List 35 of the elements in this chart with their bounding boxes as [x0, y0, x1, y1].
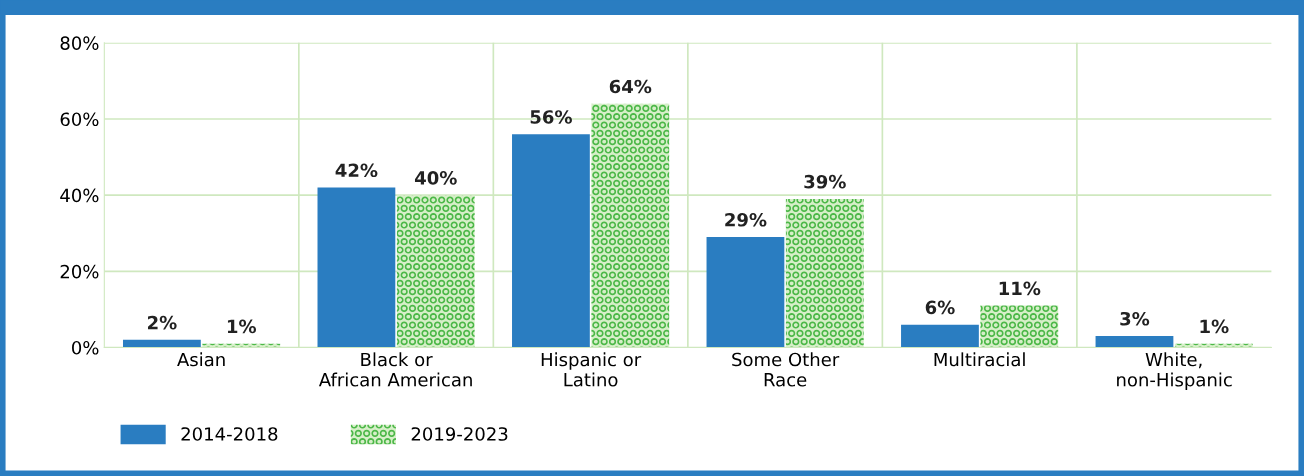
bar	[706, 237, 785, 348]
bar	[396, 195, 475, 348]
legend-label: 2019-2023	[411, 427, 508, 441]
bar	[512, 134, 590, 348]
x-tick-label: White, non-Hispanic	[1117, 352, 1232, 391]
bar	[317, 187, 396, 348]
data-label: 6%	[925, 300, 955, 315]
data-label: 2%	[148, 315, 177, 330]
data-label: 39%	[804, 174, 846, 189]
x-tick-label: Multiracial	[934, 352, 1025, 367]
bar	[122, 339, 201, 348]
y-tick-label: 40%	[60, 188, 99, 203]
data-label: 64%	[609, 79, 652, 94]
y-tick-label: 60%	[60, 112, 99, 127]
y-tick-label: 80%	[60, 36, 99, 50]
data-label: 1%	[227, 319, 257, 334]
y-tick-label: 20%	[60, 264, 99, 279]
x-tick-label: Asian	[177, 352, 225, 367]
bar	[1095, 336, 1174, 348]
x-tick-label: Some Other Race	[732, 352, 840, 387]
data-label: 11%	[999, 281, 1041, 296]
bar	[591, 103, 670, 348]
bar	[901, 324, 979, 348]
data-label: 29%	[725, 212, 767, 227]
data-label: 56%	[530, 110, 572, 124]
bar	[980, 305, 1059, 348]
data-label: 40%	[414, 171, 457, 185]
bar	[785, 198, 864, 348]
data-label: 1%	[1200, 319, 1229, 334]
y-tick-label: 0%	[72, 340, 99, 355]
legend-label: 2014-2018	[181, 427, 278, 441]
data-label: 3%	[1120, 311, 1150, 326]
x-tick-label: Hispanic or Latino	[541, 352, 642, 387]
x-tick-label: Black or African American	[318, 352, 472, 387]
data-label: 42%	[335, 163, 378, 178]
